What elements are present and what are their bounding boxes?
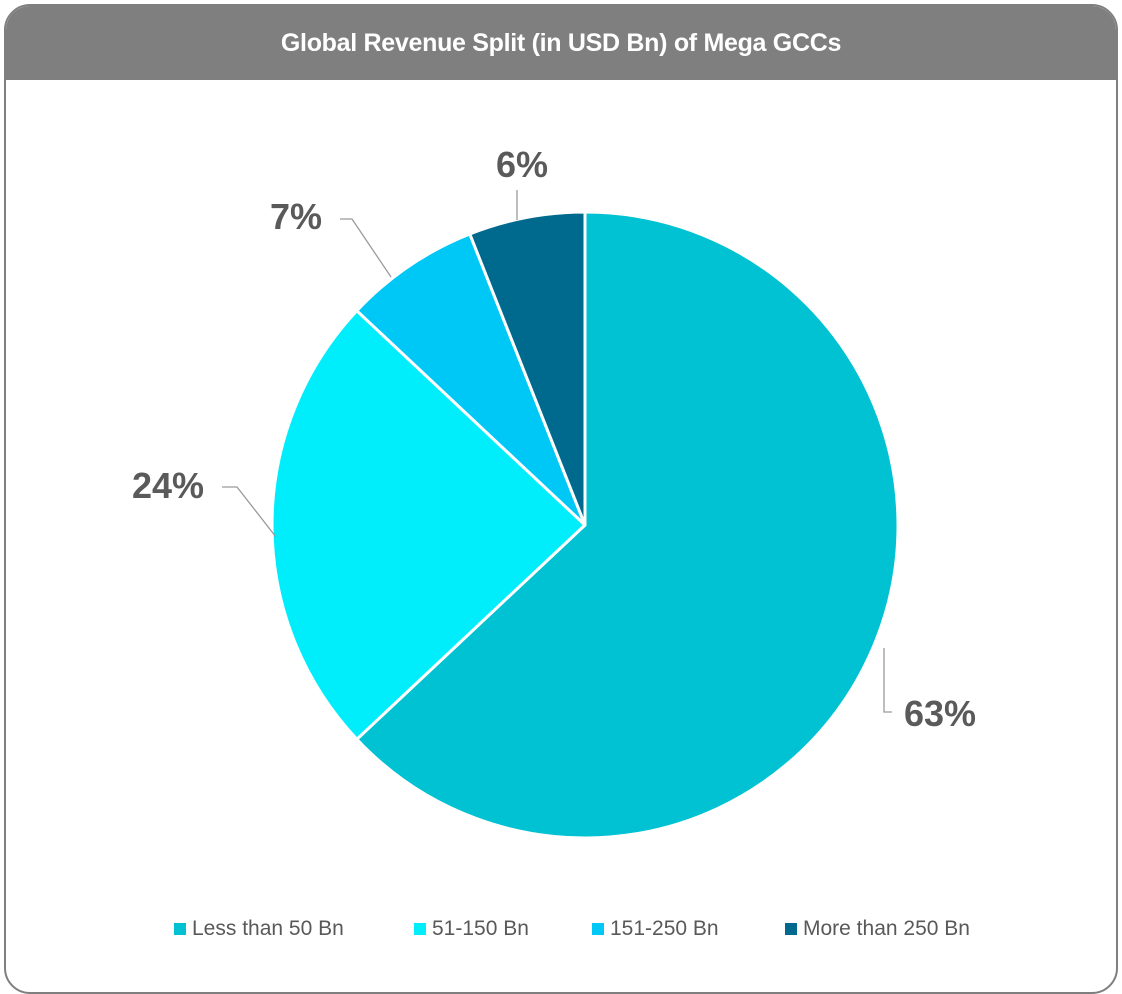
legend-swatch — [785, 923, 797, 935]
legend-item: 51-150 Bn — [414, 917, 529, 941]
slice-less-than-50 — [355, 210, 900, 840]
legend-item: 151-250 Bn — [592, 917, 719, 941]
legend-swatch — [592, 923, 604, 935]
leader-line — [883, 648, 892, 713]
label-6: 6% — [496, 144, 548, 185]
chart-header: Global Revenue Split (in USD Bn) of Mega… — [6, 6, 1116, 80]
legend-item: More than 250 Bn — [785, 917, 970, 941]
chart-title: Global Revenue Split (in USD Bn) of Mega… — [280, 28, 842, 57]
slice-more-than-250 — [468, 210, 587, 527]
legend-swatch — [174, 923, 186, 935]
legend-label: 51-150 Bn — [432, 917, 529, 940]
legend-label: Less than 50 Bn — [192, 917, 344, 940]
legend-item: Less than 50 Bn — [174, 917, 344, 941]
label-63: 63% — [904, 693, 976, 734]
legend-label: More than 250 Bn — [803, 917, 970, 940]
leader-line — [222, 486, 277, 538]
leader-line — [340, 218, 392, 278]
slice-151-250 — [355, 232, 587, 527]
label-24: 24% — [132, 465, 204, 506]
legend: Less than 50 Bn 51-150 Bn 151-250 Bn More t… — [0, 917, 1122, 947]
legend-label: 151-250 Bn — [610, 917, 719, 940]
pie-chart: 63% 24% 7% 6% — [132, 144, 976, 840]
slice-51-150 — [270, 309, 587, 741]
label-7: 7% — [270, 196, 322, 237]
legend-swatch — [414, 923, 426, 935]
